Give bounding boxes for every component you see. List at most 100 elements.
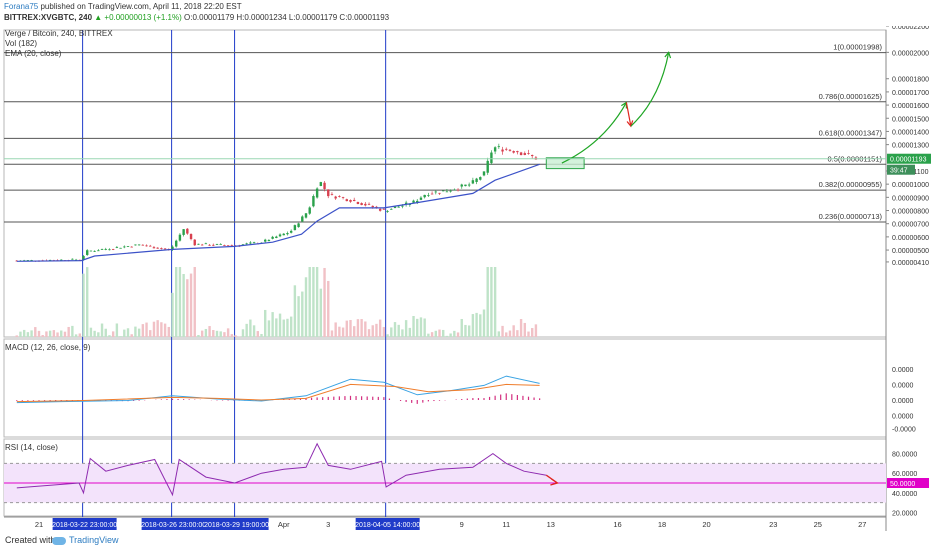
candle-body [341,197,345,198]
volume-bar [252,325,256,337]
legend-volume: Vol (182) [5,39,37,48]
legend-macd: MACD (12, 26, close, 9) [5,343,91,352]
candle-body [249,242,252,244]
candle-body [182,229,185,235]
candle-body [264,239,267,242]
candle-body [330,193,334,195]
publish-line: Forana75 published on TradingView.com, A… [4,2,242,12]
candle-body [241,244,245,246]
tradingview-brand[interactable]: TradingView [52,531,119,550]
fib-level-label: 0.618(0.00001347) [819,128,883,137]
volume-bar [456,332,460,337]
volume-bar [375,323,378,337]
macd-tick-label: 0.0000 [892,382,914,389]
volume-bar [215,330,219,337]
volume-bar [475,312,478,337]
y-tick-label: 0.00000700 [892,222,929,229]
candle-body [104,249,107,250]
candle-body [60,259,63,261]
candle-body [226,245,230,247]
volume-bar [97,332,100,337]
last-price-tag [887,153,931,164]
x-tick-label: 27 [858,520,866,529]
y-tick-label: 0.00001000 [892,182,929,189]
marker-date-tag [204,518,269,530]
volume-bar [327,280,330,337]
volume-bar [427,333,430,337]
candle-body [334,196,337,199]
candle-body [353,199,356,202]
projection-up-arrow-2-head [664,51,672,59]
candle-body [442,190,445,192]
rsi-value-tag [887,478,929,488]
candle-body [15,260,18,262]
volume-bar [60,330,63,337]
candle-body [267,240,271,242]
volume-bar [293,285,297,337]
candle-body [119,247,122,249]
candle-body [289,230,293,233]
marker-date-label: 2018-03-29 19:00:00 [204,522,269,529]
chart-canvas[interactable]: 1(0.00001998) 0.786(0.00001625) 0.618(0.00… [0,26,932,531]
y-tick-label: 0.00000500 [892,248,929,255]
volume-bar [219,331,222,337]
volume-bar [356,319,360,337]
volume-bar [156,320,159,337]
volume-bar [334,322,337,337]
footer: Created with TradingView [0,531,932,550]
volume-bar [71,325,74,337]
volume-bar [178,267,182,337]
symbol-line: BITTREX:XVGBTC, 240 ▲ +0.00000013 (+1.1%… [4,13,389,23]
rsi-tick-label: 40.0000 [892,491,917,498]
volume-bar [397,324,400,337]
vertical-marker-lines [82,30,387,517]
candle-body [479,177,482,180]
y-tick-label: 0.00000600 [892,235,929,242]
volume-bar [175,267,178,337]
candle-body [460,184,463,187]
x-tick-label: 16 [613,520,621,529]
countdown-label: 39:47 [890,168,908,175]
macd-pane: 0.0000 0.0000 0.0000 0.0000 -0.0000 [16,367,916,434]
volume-bar [401,329,404,337]
rsi-tick-label: 60.0000 [892,471,917,478]
candle-body [401,205,404,207]
volume-bar [345,320,348,337]
volume-bar [423,318,426,337]
x-tick-label: 11 [502,520,510,529]
candle-body [456,189,460,191]
volume-bar [82,273,85,337]
volume-bar [312,267,315,337]
volume-bar [315,267,319,337]
price-axes: 0.00002200 0.00002000 0.00001800 0.00001700… [4,26,931,267]
candle-body [215,244,219,245]
candle-body [204,243,208,245]
candle-body [527,153,530,154]
candle-body [323,182,326,189]
time-axis: 2018-03-22 23:00:00 2018-03-26 23:00:0020… [35,518,866,530]
volume-bar [78,333,81,337]
volume-bar [26,332,30,337]
volume-bar [171,292,174,337]
x-tick-label: 9 [460,520,464,529]
volume-bar [460,318,463,337]
fib-level-label: 1(0.00001998) [833,43,882,52]
y-tick-label: 0.00001600 [892,103,929,110]
candle-body [245,243,248,245]
candle-body [175,240,178,247]
volume-bar [338,326,341,337]
volume-bar [301,291,304,337]
candle-body [319,182,323,186]
candle-body [282,233,285,236]
volume-bar [308,267,311,337]
volume-bar [34,327,37,337]
candle-body [434,191,437,193]
volume-bar [482,309,486,337]
volume-bar [519,319,523,337]
author-link[interactable]: Forana75 [4,2,39,11]
volume-bar [86,267,89,337]
volume-bar [197,335,200,337]
volume-bar [152,321,156,337]
candle-body [416,200,419,203]
candle-body [212,244,215,246]
